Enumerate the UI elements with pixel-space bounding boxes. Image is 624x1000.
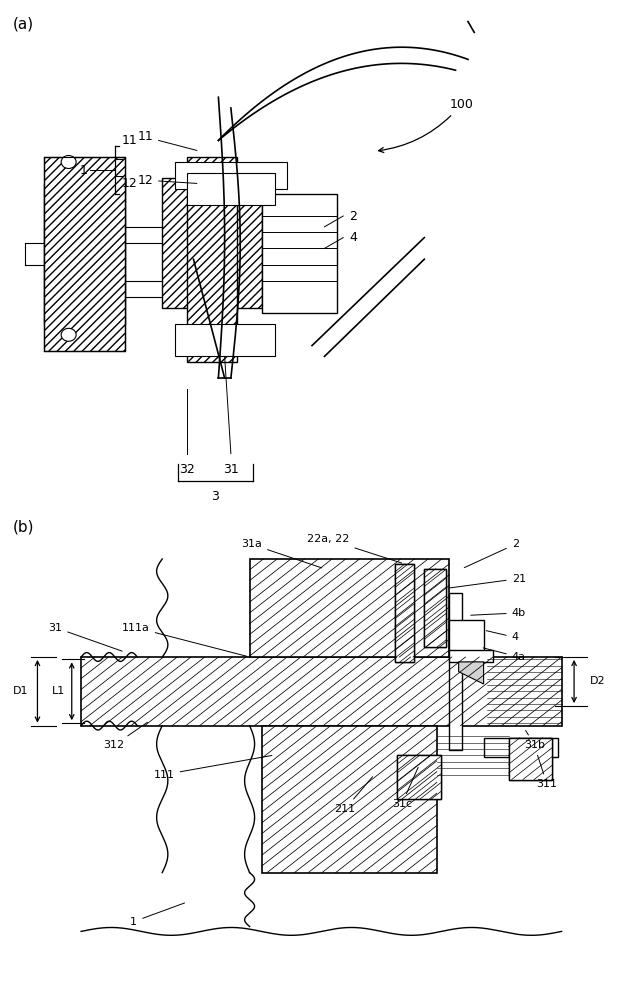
Bar [44,184,125,324]
Bar [424,569,446,647]
Bar [509,738,552,780]
Bar [44,157,125,351]
Text: 311: 311 [537,755,558,789]
Text: 11: 11 [122,134,137,147]
Text: 32: 32 [179,463,195,476]
Bar [449,593,462,750]
Bar [187,173,275,205]
Text: 4a: 4a [483,648,525,662]
Text: 1: 1 [79,164,87,177]
Text: 12: 12 [137,174,197,187]
Text: 100: 100 [379,98,473,153]
Text: 4: 4 [349,231,358,244]
Bar [56,167,112,340]
Bar [397,755,441,799]
Circle shape [61,328,76,341]
Bar [449,650,493,662]
Text: 1: 1 [130,903,185,927]
Text: 111: 111 [154,755,272,780]
Bar [175,324,275,356]
Circle shape [61,156,76,168]
Bar [262,194,337,313]
Polygon shape [459,662,484,684]
Text: 31a: 31a [241,539,322,568]
Bar [397,755,441,799]
Text: D1: D1 [12,686,28,696]
Bar [449,620,484,652]
Text: D2: D2 [590,677,605,687]
Text: 3: 3 [212,490,219,503]
Text: 31b: 31b [524,730,545,750]
Text: (a): (a) [12,16,34,31]
Text: L1: L1 [52,686,66,696]
Bar [395,564,414,662]
Text: 12: 12 [122,177,137,190]
Text: 2: 2 [464,539,519,568]
Bar [395,564,414,662]
Text: 111a: 111a [122,623,247,656]
Text: 11: 11 [137,130,197,150]
Text: 4b: 4b [470,608,526,618]
Bar [81,657,562,726]
Text: 22a, 22: 22a, 22 [307,534,402,563]
Bar [162,178,262,308]
Text: 21: 21 [449,574,526,588]
Text: 31: 31 [223,463,239,476]
Text: 211: 211 [334,777,373,814]
Text: 31c: 31c [392,767,418,809]
Text: 312: 312 [104,722,147,750]
Bar [424,569,446,647]
Bar [262,726,437,873]
Bar [250,559,449,657]
Bar [187,157,237,362]
Text: 31: 31 [49,623,122,651]
Text: (b): (b) [12,520,34,535]
Bar [484,738,558,757]
Bar [509,738,552,780]
Text: 4: 4 [486,631,519,642]
Bar [175,162,287,189]
Text: 2: 2 [349,210,358,223]
